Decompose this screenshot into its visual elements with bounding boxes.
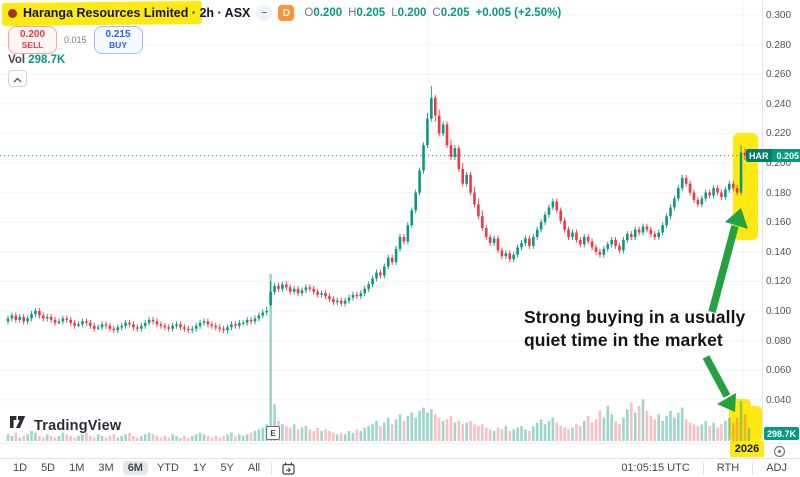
range-button-1d[interactable]: 1D [8,461,32,475]
range-button-all[interactable]: All [243,461,265,475]
collapse-legend-chip[interactable]: − [256,5,272,21]
range-button-1y[interactable]: 1Y [188,461,211,475]
volume-axis-badge: 298.7K [764,427,799,440]
go-to-date-icon[interactable] [282,462,295,475]
annotation-text: Strong buying in a usually quiet time in… [524,306,745,352]
price-scale-settings-icon[interactable] [771,443,787,459]
year-axis-label: 2026 [730,441,764,457]
price-axis-tick: 0.140 [766,247,800,258]
event-marker[interactable]: E [266,426,280,440]
adjust-button[interactable]: ADJ [759,462,794,474]
tradingview-logo[interactable]: TradingView [10,416,121,436]
last-price-value: 0.205 [772,151,800,161]
volume-value: 298.7K [28,54,65,66]
price-axis-tick: 0.100 [766,306,800,317]
price-axis-tick: 0.220 [766,128,800,139]
range-button-1m[interactable]: 1M [64,461,89,475]
price-axis-border [762,0,763,458]
expand-pane-button[interactable] [8,70,27,87]
sell-button[interactable]: 0.200 SELL [8,26,57,54]
spread-value: 0.015 [64,35,87,45]
time-axis-border [0,443,800,444]
toolbar-divider [271,462,272,474]
low-value: 0.200 [398,7,427,19]
symbol-header: Haranga Resources Limited · 2h · ASX − D… [8,5,561,21]
price-axis-tick: 0.240 [766,99,800,110]
toolbar-divider [703,462,704,474]
volume-label: Vol [8,54,25,66]
toolbar-divider [752,462,753,474]
tradingview-logo-text: TradingView [34,418,121,434]
instrument-logo-icon [8,9,17,18]
tradingview-logo-icon [10,416,29,436]
open-value: 0.200 [313,7,342,19]
high-value: 0.205 [356,7,385,19]
close-value: 0.205 [441,7,470,19]
buy-label: BUY [109,41,127,50]
session-rth-button[interactable]: RTH [710,462,746,474]
last-price-label: HAR 0.205 [746,149,800,162]
price-axis-tick: 0.260 [766,69,800,80]
chart-canvas[interactable] [0,0,800,458]
price-axis-tick: 0.300 [766,10,800,21]
buy-button[interactable]: 0.215 BUY [94,26,143,54]
last-price-symbol: HAR [746,149,772,162]
range-button-3m[interactable]: 3M [93,461,118,475]
price-axis-tick: 0.160 [766,217,800,228]
bottom-toolbar: 1D 5D 1M 3M 6M YTD 1Y 5Y All 01:05:15 UTC RTH AD… [0,458,800,477]
price-axis-tick: 0.120 [766,276,800,287]
annotation-line1: Strong buying in a usually [524,306,745,329]
price-axis-tick: 0.280 [766,40,800,51]
buy-sell-panel: 0.200 SELL 0.015 0.215 BUY [8,26,143,54]
price-axis-tick: 0.040 [766,395,800,406]
clock-utc[interactable]: 01:05:15 UTC [614,462,696,474]
open-label: O [304,7,313,19]
toolbar-right: 01:05:15 UTC RTH ADJ [614,462,794,474]
range-button-5y[interactable]: 5Y [215,461,238,475]
sell-label: SELL [22,41,44,50]
change-value: +0.005 (+2.50%) [475,7,561,19]
price-axis-tick: 0.060 [766,365,800,376]
symbol-title[interactable]: Haranga Resources Limited · 2h · ASX [23,6,250,20]
ohlc-values: O0.200 H0.205 L0.200 C0.205 +0.005 (+2.5… [304,7,561,19]
price-axis-tick: 0.180 [766,188,800,199]
chevron-up-icon [13,70,22,88]
price-axis-tick: 0.080 [766,336,800,347]
range-button-6m[interactable]: 6M [123,461,148,475]
range-button-ytd[interactable]: YTD [152,461,184,475]
volume-legend: Vol 298.7K [8,54,65,66]
annotation-line2: quiet time in the market [524,329,745,352]
delayed-data-badge[interactable]: D [278,5,294,21]
range-selector: 1D 5D 1M 3M 6M YTD 1Y 5Y All [8,461,265,475]
range-button-5d[interactable]: 5D [36,461,60,475]
close-label: C [432,7,440,19]
